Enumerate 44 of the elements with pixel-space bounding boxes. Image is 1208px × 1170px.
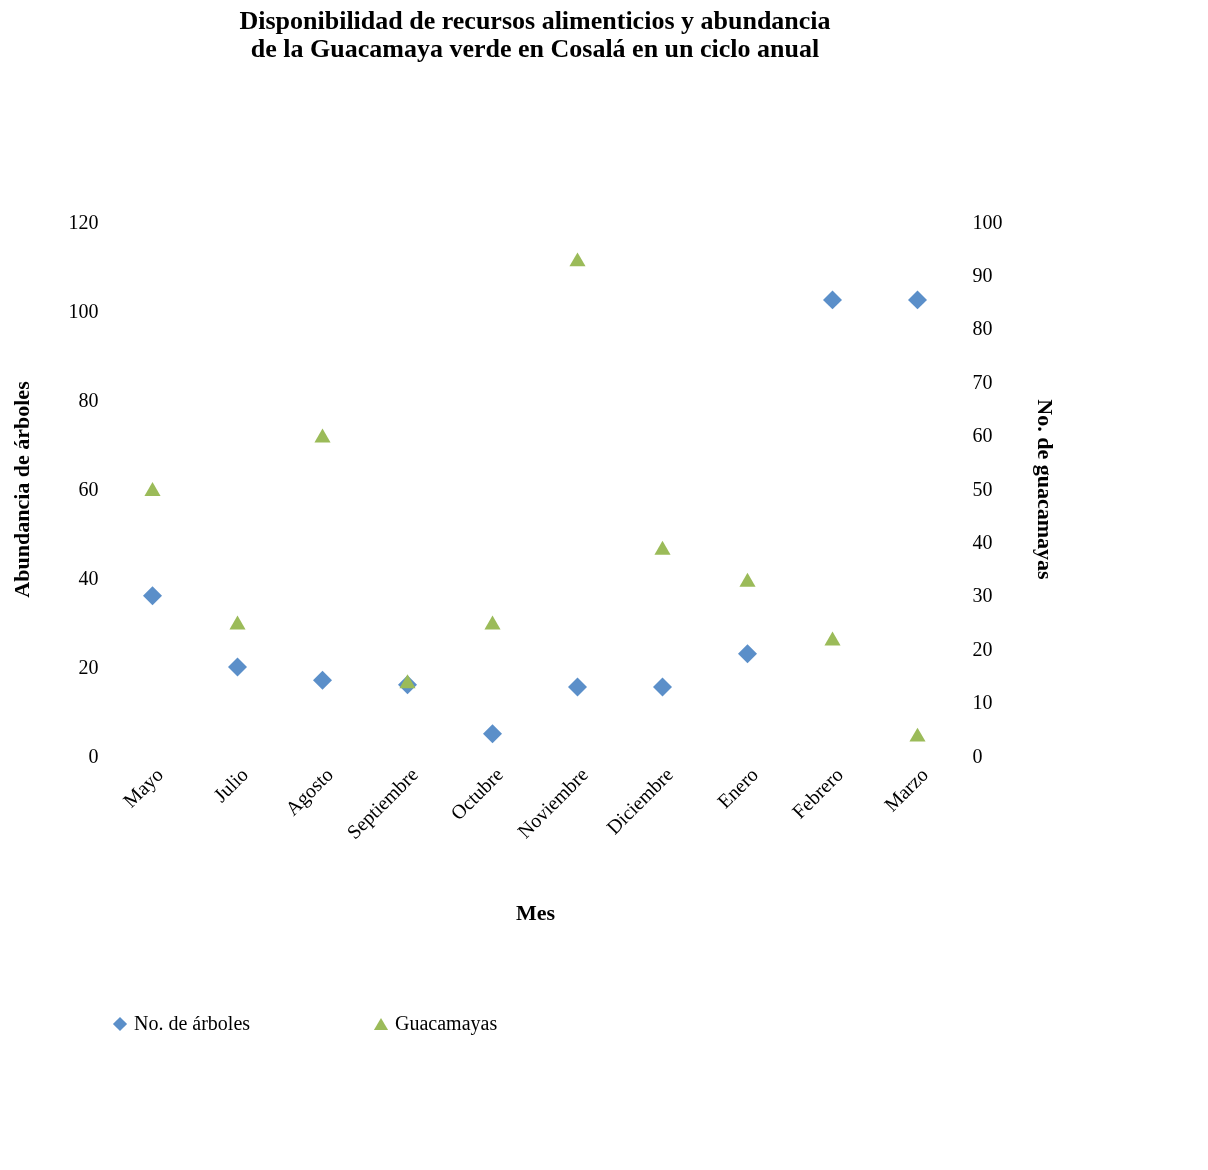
y2-tick-label: 80 <box>972 317 993 340</box>
y-tick-label: 20 <box>78 655 99 678</box>
y2-tick-label: 100 <box>972 210 1003 233</box>
y2-tick-label: 20 <box>972 637 993 660</box>
y2-tick-label: 50 <box>972 477 993 500</box>
point <box>228 657 247 677</box>
y2-tick-label: 0 <box>972 744 983 767</box>
y-tick-label: 0 <box>88 744 99 767</box>
x-tick-label: Julio <box>209 763 253 807</box>
point <box>568 677 587 697</box>
point <box>908 290 927 310</box>
point <box>144 482 161 496</box>
y2-tick-label: 90 <box>972 263 993 286</box>
point <box>569 252 586 267</box>
y-tick-label: 40 <box>78 566 99 589</box>
point <box>738 644 757 664</box>
point <box>484 615 501 630</box>
y-tick-label: 60 <box>78 477 99 500</box>
legend-label: No. de árboles <box>134 1012 251 1034</box>
y-axis-title: Abundancia de árboles <box>8 380 34 598</box>
point <box>399 674 416 689</box>
point <box>824 631 841 646</box>
point <box>909 727 926 742</box>
point <box>739 572 756 587</box>
point <box>654 540 671 555</box>
point <box>313 670 332 690</box>
point <box>823 290 842 310</box>
y-tick-label: 100 <box>68 299 99 322</box>
y2-tick-label: 40 <box>972 530 993 553</box>
y2-tick-label: 10 <box>972 691 993 714</box>
y2-tick-label: 30 <box>972 584 993 607</box>
point <box>314 428 331 443</box>
legend-label: Guacamayas <box>395 1012 498 1035</box>
y-tick-label: 80 <box>78 388 99 411</box>
y2-axis-title: No. de guacamayas <box>1032 399 1058 581</box>
y2-tick-label: 60 <box>972 424 993 447</box>
point <box>229 615 246 630</box>
point <box>483 724 502 744</box>
y-tick-label: 120 <box>68 210 99 233</box>
point <box>143 586 162 606</box>
x-axis-title: Mes <box>515 900 556 926</box>
y2-tick-label: 70 <box>972 370 993 393</box>
point <box>653 677 672 697</box>
chart-title: Disponibilidad de recursos alimenticios y abundancia de la Guacamaya verde en Cosalá en un ciclo anual <box>239 6 831 63</box>
